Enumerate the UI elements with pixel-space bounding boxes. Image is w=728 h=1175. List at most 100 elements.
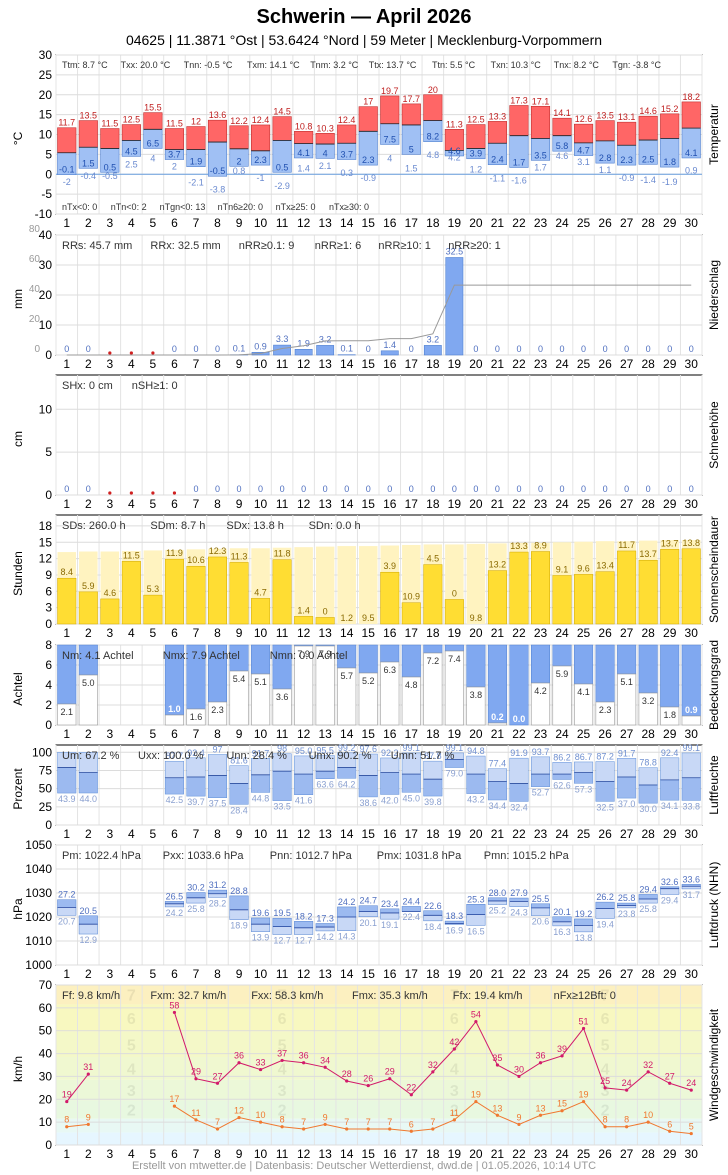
x-tick-label: 8 [214,727,221,741]
tmax-label: 11.5 [101,119,118,129]
rain-label: 0 [409,344,414,354]
y-tick-label: 1010 [25,934,52,948]
sun-label: 12.3 [209,546,227,556]
umin-label: 34.1 [661,801,679,811]
x-tick-label: 30 [685,357,699,371]
gust-wind-label: 34 [320,1055,330,1065]
cloud-label: 6.3 [384,665,397,675]
tmax-label: 13.5 [596,111,614,121]
humidity-upper-bar [595,761,615,782]
rain-label: 3.2 [319,334,332,344]
x-tick-label: 25 [577,727,591,741]
sun-bar [121,561,141,625]
missing-dot [108,351,112,355]
tmax-bar [660,113,680,139]
beaufort-label: 3 [450,1083,459,1100]
pmin-label: 24.2 [166,908,184,918]
sun-label: 5.9 [82,581,95,591]
tmin-label: 1.8 [663,157,676,167]
y-tick-label: 60 [39,1001,53,1015]
y-tick-label: 50 [39,1024,53,1038]
x-tick-label: 28 [641,626,655,640]
sun-potential-bar [358,546,378,624]
clear-bar [552,665,572,726]
x-tick-label: 9 [236,967,243,981]
snow-label: 0 [667,484,672,494]
rain-label: 0 [366,344,371,354]
pmin-label: 16.5 [467,926,485,936]
pmax-label: 22.6 [424,901,442,911]
tmax-label: 12.2 [230,116,248,126]
umax-label: 93.7 [532,747,550,757]
umax-label: 91.7 [618,748,636,758]
sun-label: 8.4 [61,567,74,577]
x-tick-label: 8 [214,967,221,981]
y-tick-label: 2 [45,698,52,712]
cloud-label: 3.6 [276,692,289,702]
mean-wind-label: 15 [557,1099,567,1109]
mean-wind-label: 6 [667,1119,672,1129]
stat-label: Umx: 90.2 % [309,750,372,762]
pressure-upper-bar [251,917,271,925]
x-tick-label: 7 [193,357,200,371]
stat-label: Um: 67.2 % [62,750,120,762]
humidity-lower-bar [229,783,249,805]
humidity-lower-bar [315,770,335,779]
gust-wind-point [258,1067,263,1072]
snow-label: 0 [387,484,392,494]
gust-wind-label: 58 [169,1000,179,1010]
sun-bar [186,565,206,625]
tmax-label: 20 [428,85,438,95]
tmin-label: 4.1 [685,148,698,158]
tmin-label: 2.3 [620,155,633,165]
tground-label: -3.8 [210,184,226,194]
y-tick-label: 5 [45,147,52,161]
missing-dot [129,491,133,495]
humidity-lower-bar [595,781,615,802]
mean-wind-label: 11 [450,1108,459,1118]
x-tick-label: 30 [685,1147,699,1160]
x-tick-label: 6 [171,1147,178,1160]
mean-wind-label: 5 [689,1122,694,1132]
umax-label: 92.4 [661,748,679,758]
x-tick-label: 1 [63,1147,70,1160]
umax-label: 92.2 [381,748,399,758]
beaufort-label: 6 [450,1011,459,1028]
y-tick-label: 10 [39,1115,53,1129]
gust-wind-label: 39 [557,1044,567,1054]
station-info: 04625 | 11.3871 °Ost | 53.6424 °Nord | 5… [125,32,603,48]
pmax-label: 33.6 [682,874,700,884]
x-tick-label: 17 [405,357,419,371]
gust-wind-point [517,1074,521,1079]
x-tick-label: 18 [426,967,440,981]
gust-wind-label: 37 [277,1048,287,1058]
tmax-bar [681,101,701,129]
x-tick-label: 24 [555,497,569,511]
pressure-lower-bar [509,901,529,907]
mean-wind-label: 8 [624,1115,629,1125]
side-label: Bedeckungsgrad [707,640,721,730]
gust-wind-label: 28 [342,1069,352,1079]
umin-label: 32.4 [510,802,528,812]
side-label: Schneehöhe [707,401,721,469]
tground-label: 4.6 [556,151,569,161]
cloud-bar [530,644,551,684]
pressure-upper-bar [638,894,658,900]
humidity-lower-bar [530,773,551,787]
rain-bar [294,348,313,356]
x-tick-label: 18 [426,626,440,640]
x-tick-label: 18 [426,727,440,741]
pmax-label: 25.8 [618,893,636,903]
umin-label: 43.9 [58,794,76,804]
humidity-lower-bar [681,777,701,801]
beaufort-label: 4 [601,1061,610,1078]
pressure-upper-bar [552,916,572,923]
x-tick-label: 9 [236,827,243,841]
pressure-lower-bar [229,909,249,920]
x-tick-label: 26 [598,357,612,371]
umax-label: 87.7 [166,751,184,761]
rain-label: 0 [516,344,521,354]
x-tick-label: 15 [362,967,376,981]
x-tick-label: 25 [577,626,591,640]
